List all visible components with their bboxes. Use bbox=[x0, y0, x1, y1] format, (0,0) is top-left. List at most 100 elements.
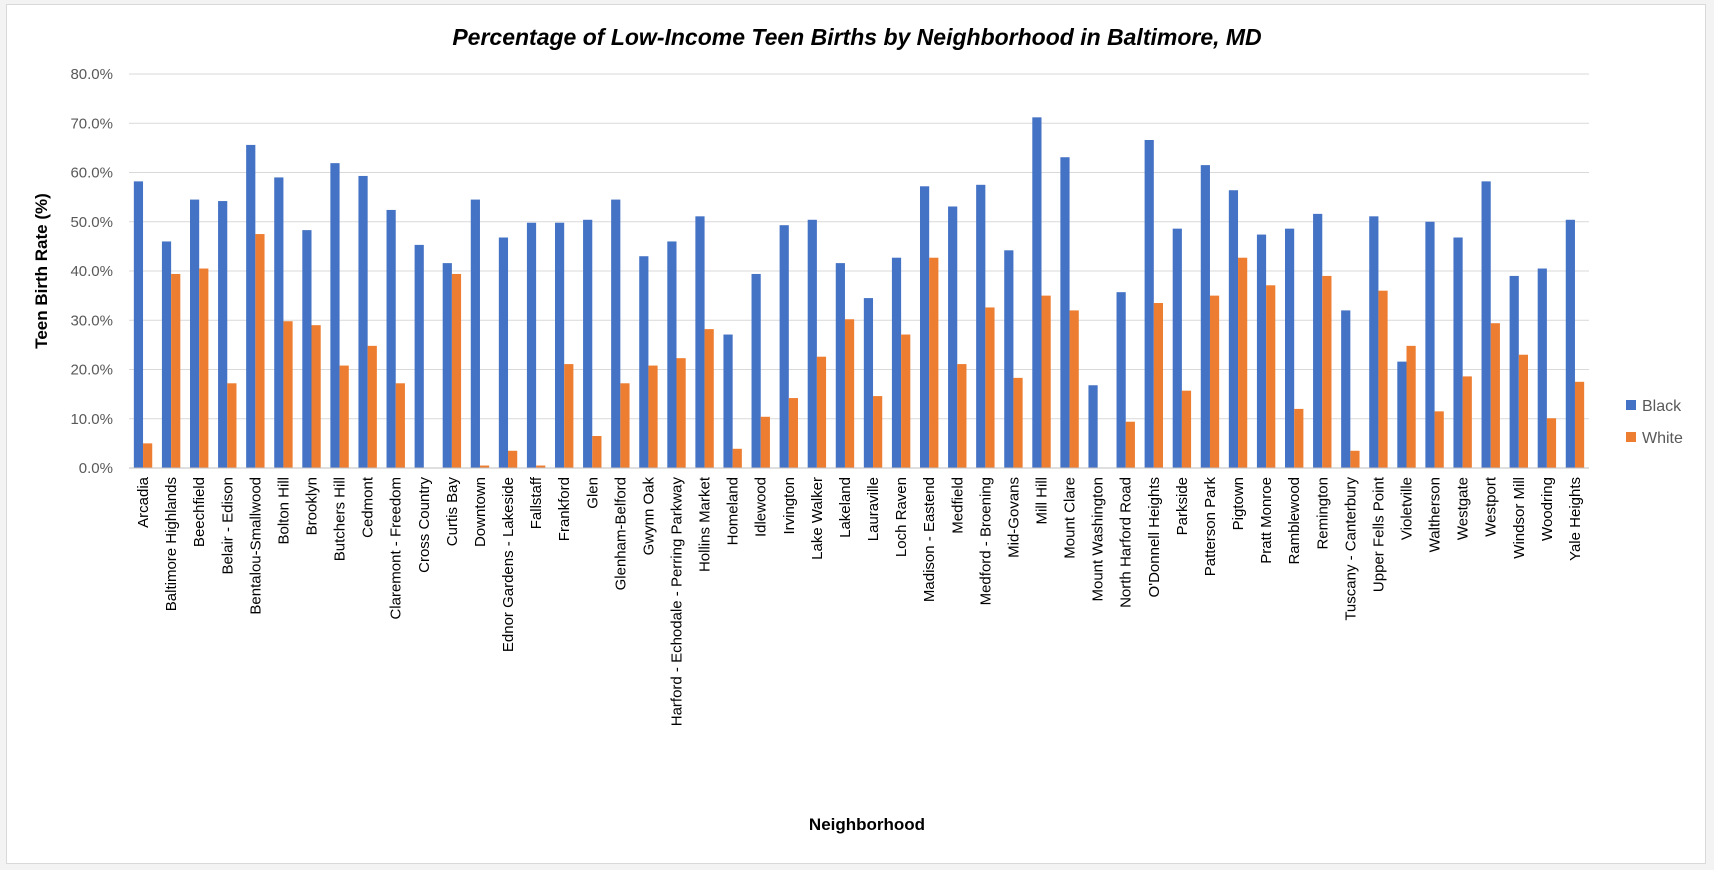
x-tick-label: Medfield bbox=[949, 477, 966, 534]
bar-black bbox=[1172, 228, 1182, 468]
x-tick-label: Idlewood bbox=[753, 477, 770, 537]
bar-black bbox=[1481, 181, 1491, 469]
y-tick-label: 0.0% bbox=[79, 460, 113, 477]
x-tick-label: Bolton Hill bbox=[275, 477, 292, 545]
bar-black bbox=[442, 263, 452, 468]
bar-black bbox=[891, 257, 902, 468]
bar-black bbox=[470, 199, 480, 468]
y-tick-label: 50.0% bbox=[70, 214, 113, 231]
bar-black bbox=[807, 219, 817, 468]
bar-white bbox=[788, 398, 799, 468]
bar-black bbox=[667, 241, 677, 468]
bar-white bbox=[1013, 377, 1023, 468]
bar-white bbox=[929, 257, 939, 468]
bar-white bbox=[957, 364, 967, 468]
bar-black bbox=[1032, 117, 1042, 468]
y-tick-label: 70.0% bbox=[70, 115, 113, 132]
x-tick-label: Pigtown bbox=[1230, 477, 1247, 530]
x-tick-label: Cross Country bbox=[416, 477, 433, 573]
y-tick-label: 30.0% bbox=[70, 312, 113, 329]
legend-item-white[interactable]: White bbox=[1626, 430, 1683, 447]
bar-black bbox=[1453, 237, 1463, 468]
bar-white bbox=[1153, 303, 1164, 468]
bar-black bbox=[1200, 165, 1210, 469]
bar-black bbox=[1228, 190, 1239, 469]
bar-black bbox=[919, 186, 930, 469]
x-tick-label: North Harford Road bbox=[1118, 477, 1135, 608]
x-tick-label: Arcadia bbox=[135, 476, 152, 528]
bar-black bbox=[274, 177, 284, 469]
bar-white bbox=[732, 448, 742, 468]
legend-item-black[interactable]: Black bbox=[1626, 398, 1682, 415]
x-tick-label: Frankford bbox=[556, 477, 573, 541]
bar-white bbox=[199, 268, 209, 468]
x-tick-label: Windsor Mill bbox=[1511, 477, 1528, 559]
bar-white bbox=[1490, 323, 1500, 468]
bar-black bbox=[1088, 385, 1098, 468]
y-tick-label: 40.0% bbox=[70, 263, 113, 280]
x-tick-label: Harford - Echodale - Perring Parkway bbox=[669, 477, 686, 727]
x-tick-label: Loch Raven bbox=[893, 477, 910, 557]
legend-swatch bbox=[1626, 400, 1636, 410]
x-tick-label: Woodring bbox=[1539, 477, 1556, 541]
bar-white bbox=[760, 416, 770, 468]
bar-black bbox=[1284, 228, 1295, 468]
bar-white bbox=[704, 329, 714, 468]
bar-white bbox=[255, 234, 265, 468]
bar-black bbox=[1116, 292, 1126, 468]
bar-white bbox=[1546, 418, 1557, 468]
bar-black bbox=[302, 230, 312, 468]
bar-white bbox=[816, 356, 827, 468]
bar-white bbox=[1125, 421, 1135, 468]
x-tick-label: Belair - Edison bbox=[219, 477, 236, 575]
x-tick-label: Lakeland bbox=[837, 477, 854, 538]
bar-white bbox=[1518, 354, 1529, 468]
bar-white bbox=[143, 443, 153, 468]
bar-black bbox=[976, 184, 986, 468]
x-tick-label: Medford - Broening bbox=[977, 477, 994, 605]
bar-white bbox=[479, 465, 490, 468]
y-axis-title: Teen Birth Rate (%) bbox=[32, 193, 51, 349]
bar-black bbox=[1060, 157, 1070, 469]
legend[interactable]: Black White bbox=[1626, 398, 1683, 447]
x-tick-label: Curtis Bay bbox=[444, 477, 461, 547]
bar-black bbox=[1144, 139, 1154, 468]
bar-white bbox=[171, 273, 181, 468]
x-tick-label: Pratt Monroe bbox=[1258, 477, 1275, 564]
x-tick-label: Fallstaff bbox=[528, 476, 545, 529]
x-tick-label: Downtown bbox=[472, 477, 489, 547]
y-tick-label: 60.0% bbox=[70, 165, 113, 182]
bar-black bbox=[1397, 361, 1407, 468]
bar-black bbox=[863, 298, 874, 468]
bar-black bbox=[554, 222, 565, 468]
x-tick-label: Butchers Hill bbox=[332, 477, 349, 561]
x-axis-category-labels: Arcadia Baltimore Highlands Beechfield Bela… bbox=[135, 476, 1584, 726]
y-tick-label: 80.0% bbox=[70, 66, 113, 83]
bar-black bbox=[695, 216, 705, 468]
x-tick-label: Westport bbox=[1483, 476, 1500, 537]
bar-black bbox=[583, 219, 593, 468]
bar-white bbox=[985, 307, 995, 468]
bar-white bbox=[283, 321, 293, 468]
bar-white bbox=[620, 383, 630, 468]
chart-area[interactable]: Percentage of Low-Income Teen Births by … bbox=[6, 4, 1706, 864]
x-tick-label: Tuscany - Canterbury bbox=[1342, 477, 1359, 621]
x-tick-label: Remington bbox=[1314, 477, 1331, 550]
bar-white bbox=[1209, 295, 1220, 468]
y-tick-label: 10.0% bbox=[70, 411, 113, 428]
bar-black bbox=[639, 256, 649, 468]
bar-white bbox=[1350, 450, 1360, 468]
legend-swatch bbox=[1626, 432, 1636, 442]
x-tick-label: Waltherson bbox=[1427, 477, 1444, 552]
legend-label: Black bbox=[1642, 398, 1682, 415]
bar-white bbox=[1181, 390, 1192, 468]
bar-white bbox=[367, 345, 377, 468]
x-tick-label: Mount Clare bbox=[1062, 477, 1079, 559]
bar-white bbox=[592, 435, 602, 468]
bar-white bbox=[873, 396, 883, 468]
bar-white bbox=[339, 365, 349, 468]
bar-chart: Percentage of Low-Income Teen Births by … bbox=[32, 24, 1683, 834]
bar-white bbox=[1069, 310, 1079, 468]
chart-title: Percentage of Low-Income Teen Births by … bbox=[452, 24, 1261, 50]
bar-black bbox=[386, 209, 396, 468]
